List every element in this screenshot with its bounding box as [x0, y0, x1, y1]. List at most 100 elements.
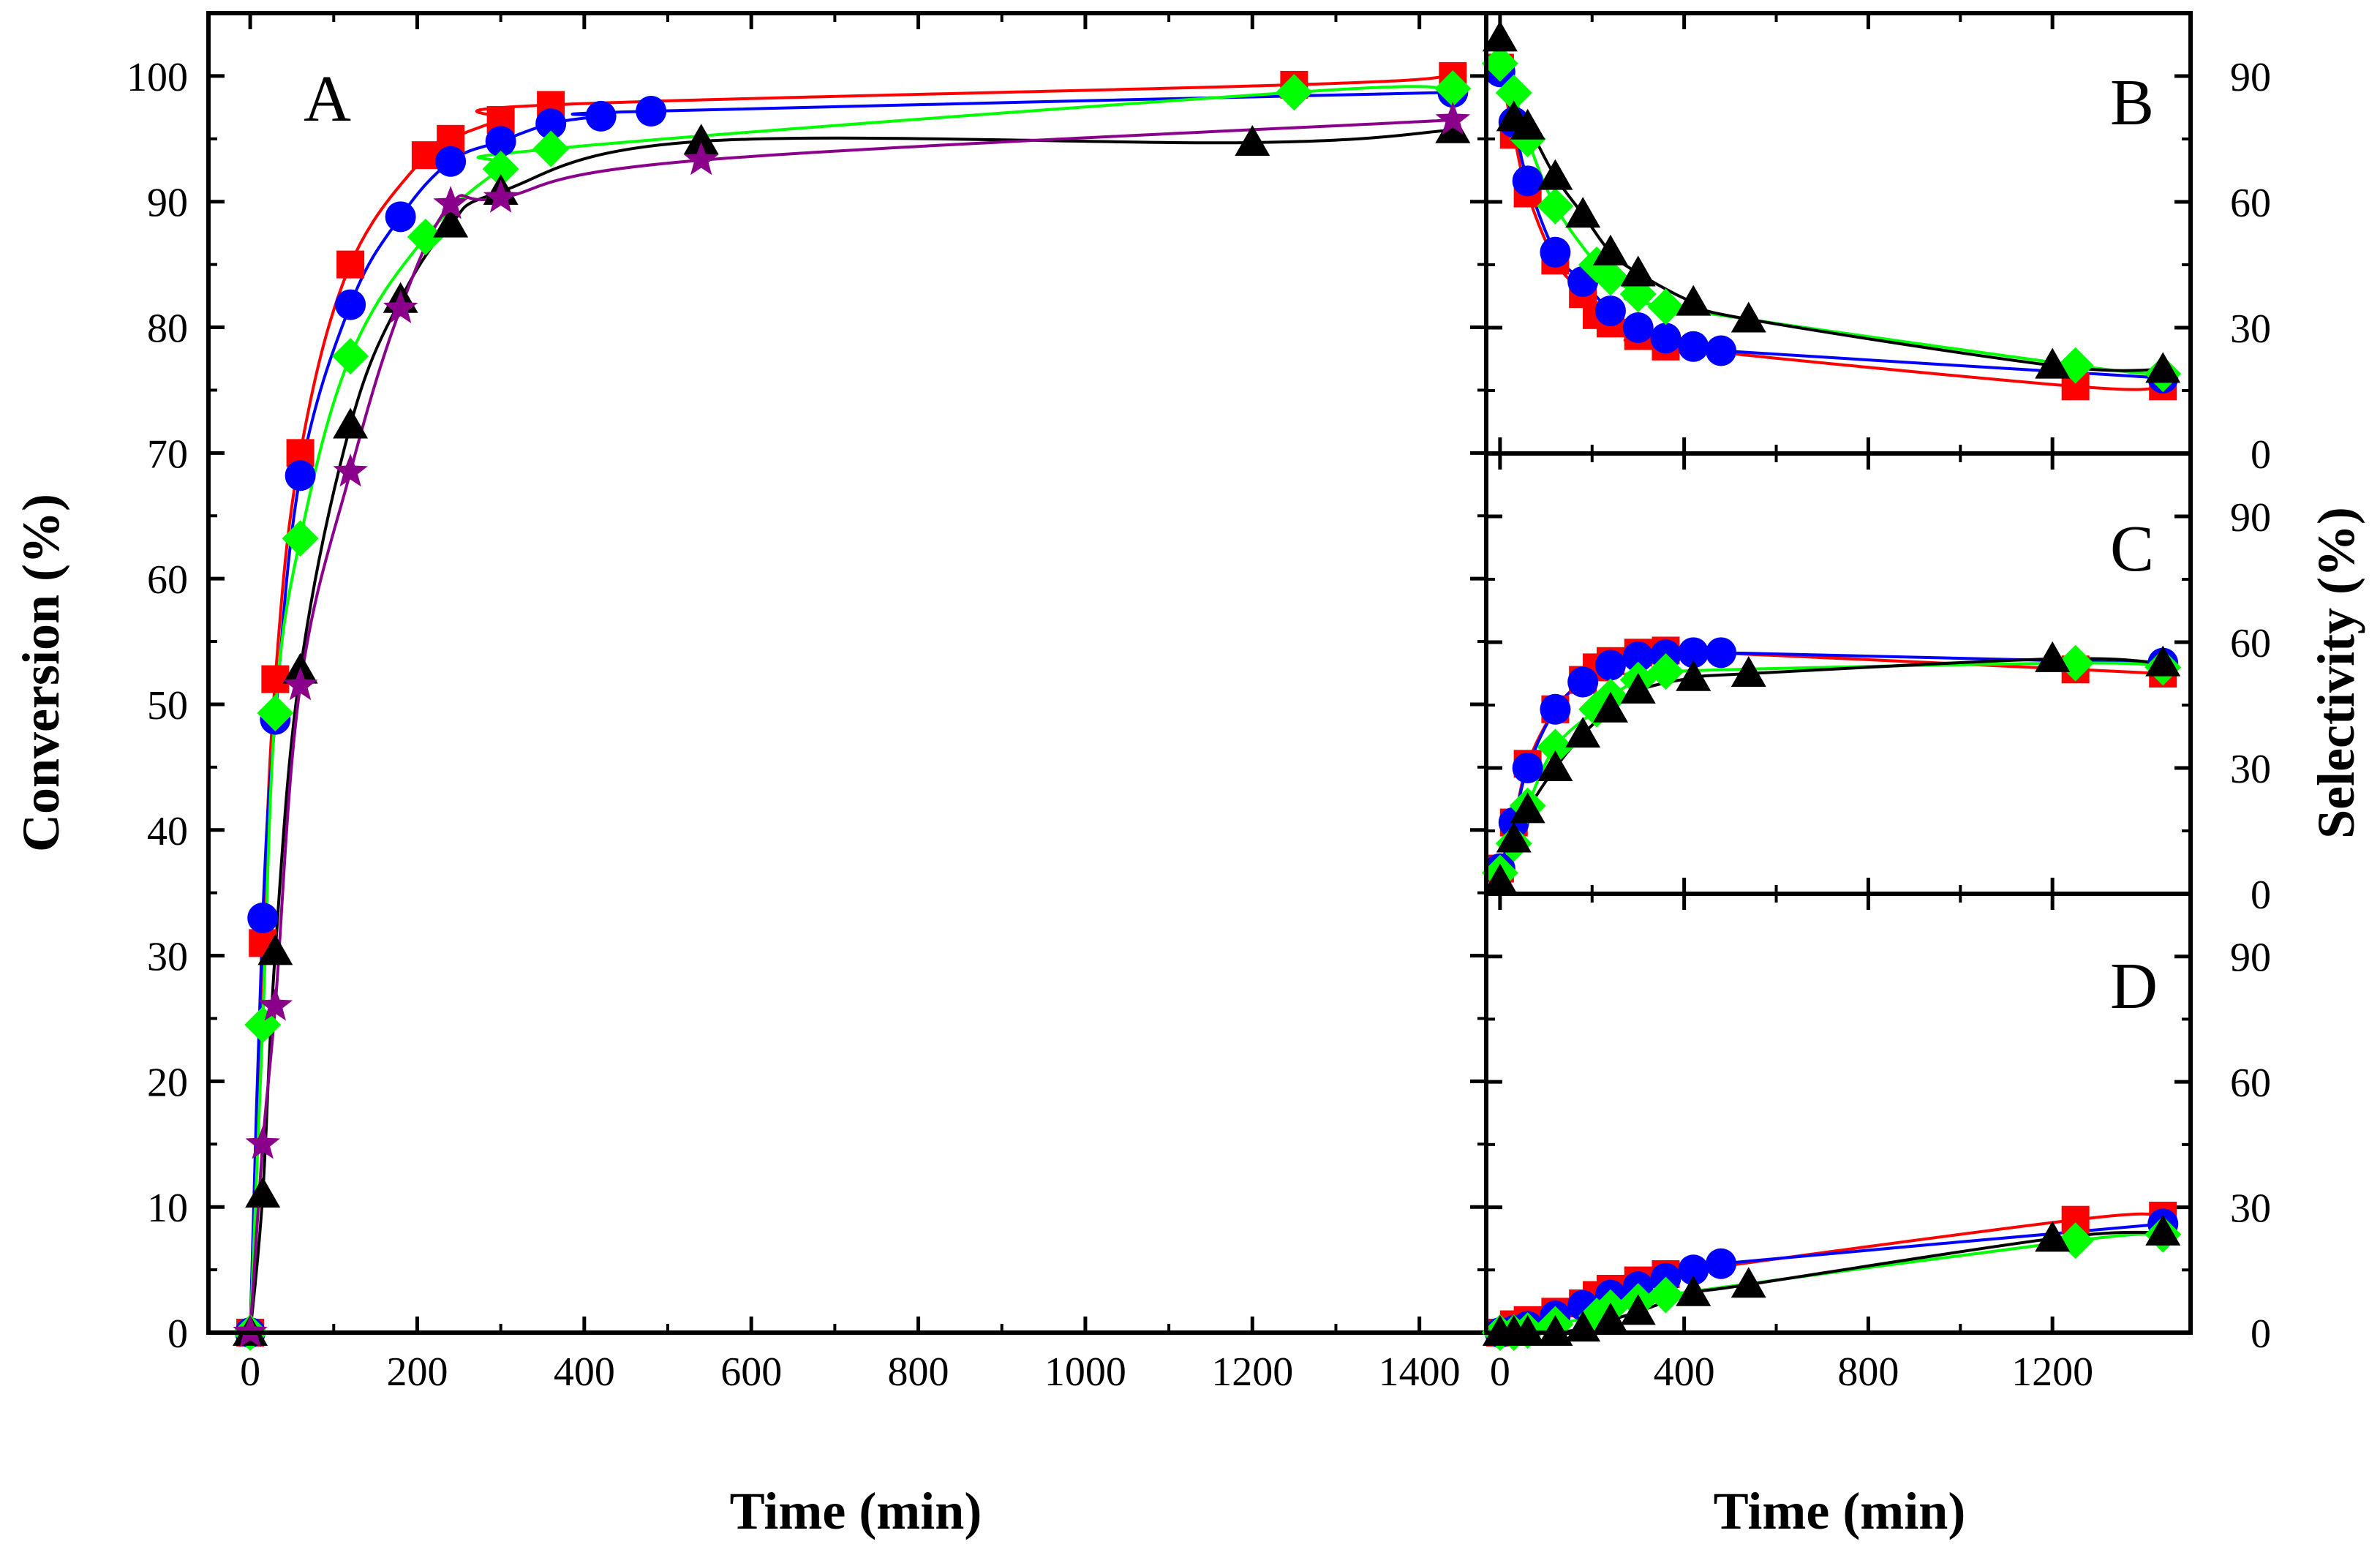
- y-axis-title: Conversion (%): [12, 494, 70, 852]
- y-tick-label: 80: [147, 306, 188, 352]
- y-tick-label: 0: [2251, 432, 2271, 478]
- data-point-triangle: [257, 934, 293, 965]
- panel-letter: B: [2110, 67, 2154, 139]
- data-point-triangle: [1510, 108, 1545, 140]
- data-point-diamond: [257, 694, 294, 731]
- data-point-triangle: [2035, 1221, 2071, 1252]
- data-point-triangle: [1537, 159, 1573, 190]
- x-tick-label: 800: [1837, 1349, 1899, 1395]
- x-tick-label: 200: [386, 1349, 448, 1395]
- data-point-circle: [285, 460, 316, 492]
- data-point-triangle: [1620, 672, 1656, 704]
- y-tick-label: 60: [2230, 1061, 2271, 1106]
- data-point-diamond: [332, 338, 369, 375]
- data-point-square: [261, 665, 290, 693]
- x-tick-label: 0: [1490, 1349, 1510, 1395]
- x-tick-label: 400: [554, 1349, 615, 1395]
- series-line-square: [249, 74, 1453, 1333]
- data-point-circle: [1678, 331, 1709, 362]
- data-point-triangle: [1510, 792, 1545, 824]
- data-point-circle: [1594, 649, 1626, 681]
- data-point-diamond: [1647, 288, 1684, 325]
- data-point-triangle: [1496, 821, 1532, 853]
- y-tick-label: 100: [127, 55, 188, 100]
- data-point-triangle: [1592, 1302, 1628, 1333]
- data-point-circle: [1512, 753, 1543, 783]
- x-axis-title: Time (min): [730, 1482, 982, 1540]
- y-tick-label: 0: [2251, 1311, 2271, 1357]
- data-point-diamond: [407, 218, 444, 255]
- data-point-star: [383, 290, 418, 323]
- data-point-circle: [247, 903, 279, 934]
- data-point-triangle: [1731, 301, 1766, 333]
- data-point-circle: [1567, 666, 1599, 698]
- data-point-circle: [1678, 637, 1709, 669]
- y-axis-title: Selectivity (%): [2307, 507, 2365, 839]
- data-point-triangle: [1731, 1267, 1766, 1298]
- data-point-triangle: [2035, 641, 2071, 672]
- data-point-diamond: [1434, 70, 1472, 108]
- data-point-diamond: [1276, 74, 1313, 111]
- data-point-triangle: [1620, 255, 1656, 287]
- data-point-circle: [1650, 323, 1682, 354]
- data-point-circle: [636, 96, 667, 127]
- data-point-triangle: [1435, 112, 1471, 143]
- data-point-triangle: [2145, 352, 2181, 383]
- data-point-diamond: [1495, 74, 1532, 111]
- data-point-triangle: [2145, 1214, 2181, 1246]
- y-tick-label: 60: [2230, 181, 2271, 226]
- data-point-diamond: [282, 520, 319, 557]
- plot-frame: [1484, 892, 2193, 1335]
- series-line-circle: [249, 91, 1453, 1333]
- y-tick-label: 30: [2230, 747, 2271, 792]
- data-point-diamond: [482, 151, 519, 188]
- y-tick-label: 30: [2230, 1186, 2271, 1232]
- data-point-diamond: [1647, 1276, 1684, 1314]
- data-point-triangle: [1482, 20, 1518, 52]
- data-point-triangle: [333, 407, 369, 439]
- data-point-triangle: [1676, 660, 1711, 691]
- panel-letter: D: [2110, 950, 2158, 1023]
- y-tick-label: 40: [147, 809, 188, 854]
- y-tick-label: 60: [147, 557, 188, 603]
- data-point-triangle: [2145, 645, 2181, 677]
- x-tick-label: 1000: [1044, 1349, 1126, 1395]
- series-line-star: [249, 118, 1453, 1333]
- y-tick-label: 90: [2230, 935, 2271, 981]
- data-point-diamond: [1481, 45, 1518, 82]
- series-line-diamond: [249, 85, 1453, 1333]
- data-point-circle: [1706, 335, 1736, 366]
- series-line-triangle: [249, 128, 1453, 1333]
- data-point-star: [433, 186, 468, 219]
- data-point-circle: [335, 289, 366, 320]
- data-point-star: [1435, 102, 1471, 135]
- data-point-triangle: [1676, 1275, 1711, 1306]
- data-point-circle: [435, 146, 467, 177]
- data-point-triangle: [1235, 124, 1270, 156]
- y-tick-label: 30: [2230, 306, 2271, 352]
- data-point-diamond: [1592, 259, 1629, 296]
- data-point-triangle: [433, 206, 469, 238]
- data-point-star: [282, 667, 318, 701]
- x-tick-label: 1200: [2011, 1349, 2093, 1395]
- data-point-star: [683, 142, 719, 176]
- data-point-star: [483, 179, 519, 213]
- data-point-triangle: [245, 1177, 281, 1208]
- data-point-circle: [1622, 312, 1654, 343]
- y-tick-label: 30: [147, 935, 188, 980]
- data-point-triangle: [2035, 347, 2071, 379]
- y-tick-label: 90: [147, 181, 188, 226]
- x-tick-label: 600: [720, 1349, 782, 1395]
- y-tick-label: 50: [147, 683, 188, 728]
- panel-c: 0 30 60 90 C: [1481, 451, 2271, 918]
- data-point-triangle: [1731, 656, 1766, 687]
- data-point-square: [336, 250, 365, 279]
- data-point-triangle: [1676, 285, 1711, 316]
- data-point-star: [245, 1126, 280, 1159]
- data-point-circle: [585, 100, 617, 132]
- data-point-star: [333, 453, 368, 487]
- x-tick-label: 1400: [1379, 1349, 1461, 1395]
- data-point-triangle: [1565, 197, 1601, 228]
- data-point-diamond: [1537, 187, 1574, 225]
- x-tick-label: 1200: [1211, 1349, 1293, 1395]
